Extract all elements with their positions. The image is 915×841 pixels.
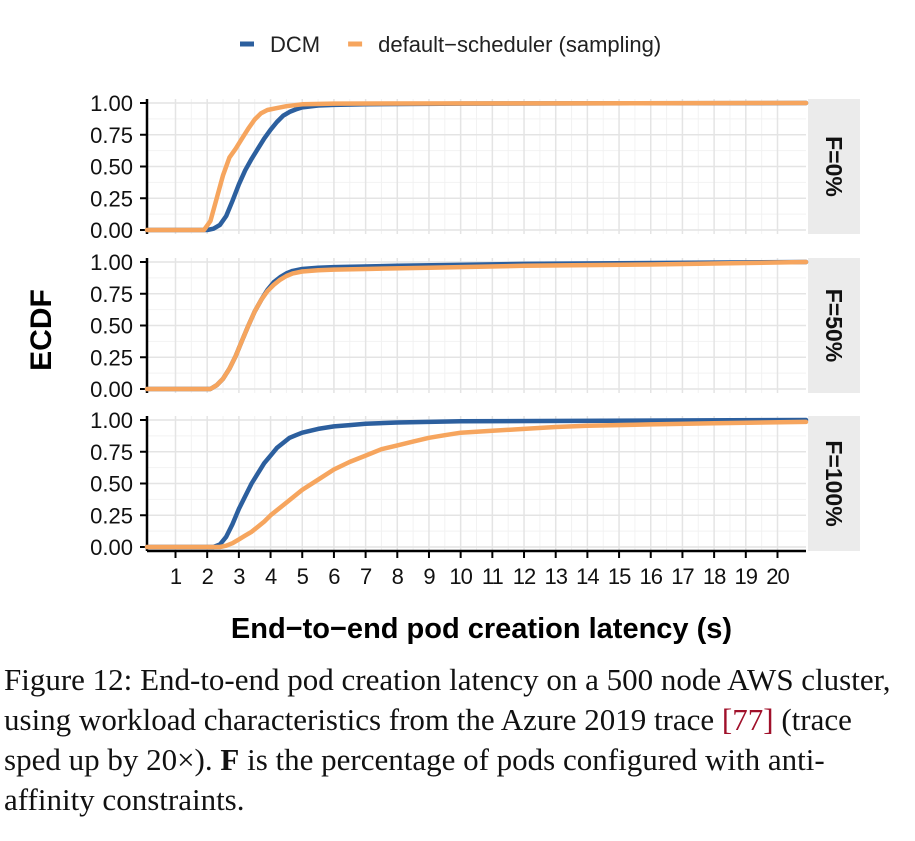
caption-bold-f: F <box>220 742 240 777</box>
x-tick-label: 19 <box>735 564 758 589</box>
y-tick-label: 0.00 <box>90 218 133 243</box>
caption-ref-close: ] <box>763 702 774 737</box>
y-tick-label: 0.50 <box>90 314 133 339</box>
y-tick-label: 0.75 <box>90 123 133 148</box>
x-tick-label: 1 <box>170 564 182 589</box>
x-tick-label: 11 <box>482 564 504 589</box>
x-tick-label: 14 <box>576 564 599 589</box>
x-tick-label: 13 <box>544 564 567 589</box>
facet-label: F=100% <box>821 440 847 526</box>
y-tick-label: 0.50 <box>90 155 133 180</box>
ecdf-figure: DCM default−scheduler (sampling) 0.00 0.25 0… <box>25 32 860 645</box>
x-tick-label: 20 <box>766 564 789 589</box>
x-tick-label: 18 <box>703 564 726 589</box>
ecdf-chart: DCM default−scheduler (sampling) 0.00 0.25 0… <box>25 32 860 645</box>
legend-label-1: default−scheduler (sampling) <box>378 32 661 57</box>
x-tick-label: 10 <box>449 564 472 589</box>
x-tick-label: 4 <box>265 564 277 589</box>
y-tick-label: 0.50 <box>90 472 133 497</box>
facet-strip <box>808 416 860 551</box>
series-line-1 <box>144 419 809 550</box>
facet-label: F=50% <box>821 289 847 363</box>
y-tick-label: 0.75 <box>90 282 133 307</box>
y-tick-label: 0.25 <box>90 345 133 370</box>
y-tick-label: 0.00 <box>90 377 133 402</box>
x-tick-label: 3 <box>233 564 245 589</box>
x-tick-label: 6 <box>328 564 340 589</box>
y-tick-label: 1.00 <box>90 250 133 275</box>
figure-caption: Figure 12: End-to-end pod creation laten… <box>4 660 909 820</box>
x-tick-label: 17 <box>671 564 694 589</box>
y-tick-label: 0.00 <box>90 535 133 560</box>
x-tick-label: 15 <box>608 564 631 589</box>
y-tick-label: 0.75 <box>90 440 133 465</box>
y-tick-label: 1.00 <box>90 408 133 433</box>
y-tick-label: 1.00 <box>90 91 133 116</box>
caption-text-3: is the percentage of pods configured wit… <box>4 742 825 817</box>
legend-label-0: DCM <box>270 32 320 57</box>
caption-text-1: End-to-end pod creation latency on a 500… <box>4 662 891 737</box>
facet-strip <box>808 258 860 393</box>
x-tick-label: 5 <box>297 564 309 589</box>
caption-label: Figure 12: <box>4 662 133 697</box>
x-tick-label: 9 <box>423 564 435 589</box>
x-tick-label: 12 <box>513 564 536 589</box>
series-line-1 <box>144 259 809 392</box>
facet-label: F=0% <box>821 136 847 197</box>
x-axis-title: End−to−end pod creation latency (s) <box>231 613 732 645</box>
caption-reference-link[interactable]: 77 <box>732 702 764 737</box>
caption-text-2: (trace sped up by 20×). <box>4 702 852 777</box>
x-tick-label: 16 <box>640 564 663 589</box>
y-axis-title: ECDF <box>25 289 58 371</box>
y-tick-label: 0.25 <box>90 503 133 528</box>
x-tick-label: 8 <box>392 564 404 589</box>
series-line-1 <box>144 100 809 233</box>
x-tick-label: 2 <box>202 564 214 589</box>
series-line-0 <box>144 417 809 550</box>
facet-strip <box>808 99 860 234</box>
x-tick-label: 7 <box>360 564 372 589</box>
caption-ref-open: [ <box>721 702 733 737</box>
y-tick-label: 0.25 <box>90 186 133 211</box>
